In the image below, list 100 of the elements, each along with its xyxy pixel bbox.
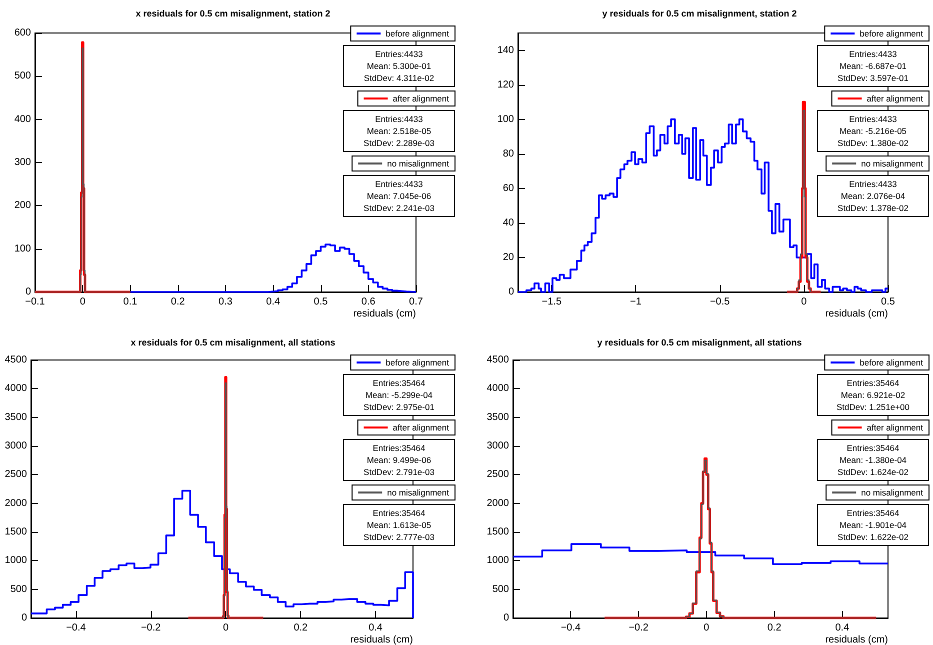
annotation: Mean: -5.299e-04 xyxy=(364,389,434,401)
x-tick-label: 0.1 xyxy=(123,296,138,308)
x-axis-title: residuals (cm) xyxy=(825,634,888,645)
stats-box: Entries:35464 Mean: -1.380e-04 StdDev: 1.624e-02 xyxy=(817,439,929,481)
annotation: StdDev: 2.777e-03 xyxy=(362,531,436,543)
stats-box: Entries:35464 Mean: 1.613e-05 StdDev: 2.777e-03 xyxy=(343,504,455,546)
y-tick-label: 0 xyxy=(508,286,514,298)
y-tick-label: 0 xyxy=(25,286,32,298)
x-tick-label: 0.2 xyxy=(170,296,186,308)
y-tick-label: 3000 xyxy=(4,440,28,452)
x-tick-label: 0 xyxy=(704,622,710,634)
x-tick-label: −0.5 xyxy=(710,296,730,308)
x-tick-label: 0.2 xyxy=(294,622,308,634)
y-tick-label: 4000 xyxy=(4,383,28,394)
x-tick-label: 0.4 xyxy=(368,622,383,634)
x-tick-label: −0.4 xyxy=(560,622,581,634)
y-tick-label: 40 xyxy=(502,217,514,228)
y-tick-label: 100 xyxy=(497,114,514,125)
y-tick-label: 1500 xyxy=(4,526,28,538)
annotation: Mean: 2.076e-04 xyxy=(840,190,906,202)
legend-label: before alignment xyxy=(860,358,924,368)
y-tick-label: 2000 xyxy=(4,498,28,509)
y-tick-label: 4000 xyxy=(486,383,510,394)
x-tick-label: 0 xyxy=(801,296,808,308)
y-tick-label: 4500 xyxy=(486,354,510,366)
stats-box: Entries:4433 Mean: -5.216e-05 StdDev: 1.380e-02 xyxy=(817,110,929,152)
x-tick-label: −0.2 xyxy=(140,622,162,634)
y-tick-label: 500 xyxy=(14,70,32,82)
legend-label: after alignment xyxy=(866,94,924,104)
annotation: Mean: 5.300e-01 xyxy=(366,60,432,72)
annotation: Mean: 2.518e-05 xyxy=(366,125,432,137)
annotation: Entries:35464 xyxy=(372,442,426,454)
y-tick-label: 1500 xyxy=(486,526,510,538)
legend-label: after alignment xyxy=(866,422,924,432)
y-tick-label: 500 xyxy=(492,584,510,595)
annotation: Mean: -1.380e-04 xyxy=(838,454,908,466)
x-tick-label: −1.5 xyxy=(542,296,562,308)
chart-title: x residuals for 0.5 cm misalignment, station 2 xyxy=(136,8,330,18)
x-tick-label: 0.4 xyxy=(266,296,281,308)
y-tick-label: 2000 xyxy=(486,498,510,509)
y-tick-label: 200 xyxy=(14,200,32,212)
x-axis-title: residuals (cm) xyxy=(353,308,416,320)
legend-label: no misalignment xyxy=(387,158,450,168)
y-tick-label: 600 xyxy=(14,28,32,38)
x-tick-label: −0.2 xyxy=(628,622,649,634)
y-tick-label: 300 xyxy=(14,157,32,168)
stats-box: Entries:4433 Mean: 2.076e-04 StdDev: 1.378e-02 xyxy=(817,175,929,217)
legend-label: before alignment xyxy=(386,358,450,368)
x-tick-label: 0.7 xyxy=(409,296,424,308)
annotation: Mean: 7.045e-06 xyxy=(366,190,432,202)
y-tick-label: 2500 xyxy=(486,469,510,480)
annotation: StdDev: 1.622e-02 xyxy=(836,531,910,543)
annotation: Entries:35464 xyxy=(372,507,426,519)
y-tick-label: 80 xyxy=(502,148,514,160)
y-tick-label: 1000 xyxy=(486,555,510,566)
legend-label: after alignment xyxy=(392,422,450,432)
chart-title: y residuals for 0.5 cm misalignment, station 2 xyxy=(602,8,797,18)
annotation: Entries:4433 xyxy=(374,113,424,125)
annotation: Entries:4433 xyxy=(848,48,898,60)
legend-label: no misalignment xyxy=(861,158,924,168)
y-tick-label: 60 xyxy=(502,182,514,194)
x-tick-label: 0.5 xyxy=(314,296,328,308)
annotation: StdDev: 2.289e-03 xyxy=(362,137,436,149)
x-tick-label: 0.4 xyxy=(835,622,850,634)
legend-label: no misalignment xyxy=(861,488,924,498)
stats-box: Entries:4433 Mean: -6.687e-01 StdDev: 3.597e-01 xyxy=(817,45,929,87)
annotation: StdDev: 1.624e-02 xyxy=(836,466,910,478)
annotation: Mean: 6.921e-02 xyxy=(840,389,906,401)
y-tick-label: 4500 xyxy=(4,354,28,366)
annotation: Mean: 9.499e-06 xyxy=(366,454,432,466)
y-tick-label: 0 xyxy=(503,612,510,624)
x-tick-label: 0.2 xyxy=(767,622,782,634)
x-tick-label: 0.6 xyxy=(361,296,376,308)
annotation: StdDev: 1.380e-02 xyxy=(836,137,910,149)
stats-box: Entries:35464 Mean: 6.921e-02 StdDev: 1.251e+00 xyxy=(817,374,929,416)
annotation: StdDev: 1.378e-02 xyxy=(836,202,910,214)
annotation: Mean: -1.901e-04 xyxy=(838,519,908,531)
chart-title: y residuals for 0.5 cm misalignment, all stations xyxy=(597,338,802,348)
x-tick-label: −1 xyxy=(630,296,642,308)
x-tick-label: 0.3 xyxy=(218,296,233,308)
annotation: Entries:4433 xyxy=(848,178,898,190)
chart-title: x residuals for 0.5 cm misalignment, all stations xyxy=(130,338,336,348)
legend-label: no misalignment xyxy=(387,488,450,498)
y-tick-label: 100 xyxy=(14,243,32,254)
legend-label: before alignment xyxy=(386,28,450,38)
y-tick-label: 3500 xyxy=(4,412,28,423)
x-tick-label: 0 xyxy=(222,622,229,634)
annotation: Mean: -5.216e-05 xyxy=(838,125,908,137)
x-tick-label: 0 xyxy=(80,296,86,308)
annotation: StdDev: 2.791e-03 xyxy=(362,466,436,478)
legend-label: after alignment xyxy=(392,94,450,104)
annotation: Entries:4433 xyxy=(848,113,898,125)
stats-box: Entries:4433 Mean: 2.518e-05 StdDev: 2.289e-03 xyxy=(343,110,455,152)
annotation: StdDev: 3.597e-01 xyxy=(836,72,910,84)
y-tick-label: 3000 xyxy=(486,440,510,452)
annotation: Entries:4433 xyxy=(374,178,424,190)
legend-label: before alignment xyxy=(860,28,924,38)
x-tick-label: −0.1 xyxy=(25,296,46,308)
annotation: Entries:35464 xyxy=(846,507,900,519)
y-tick-label: 120 xyxy=(497,79,514,90)
